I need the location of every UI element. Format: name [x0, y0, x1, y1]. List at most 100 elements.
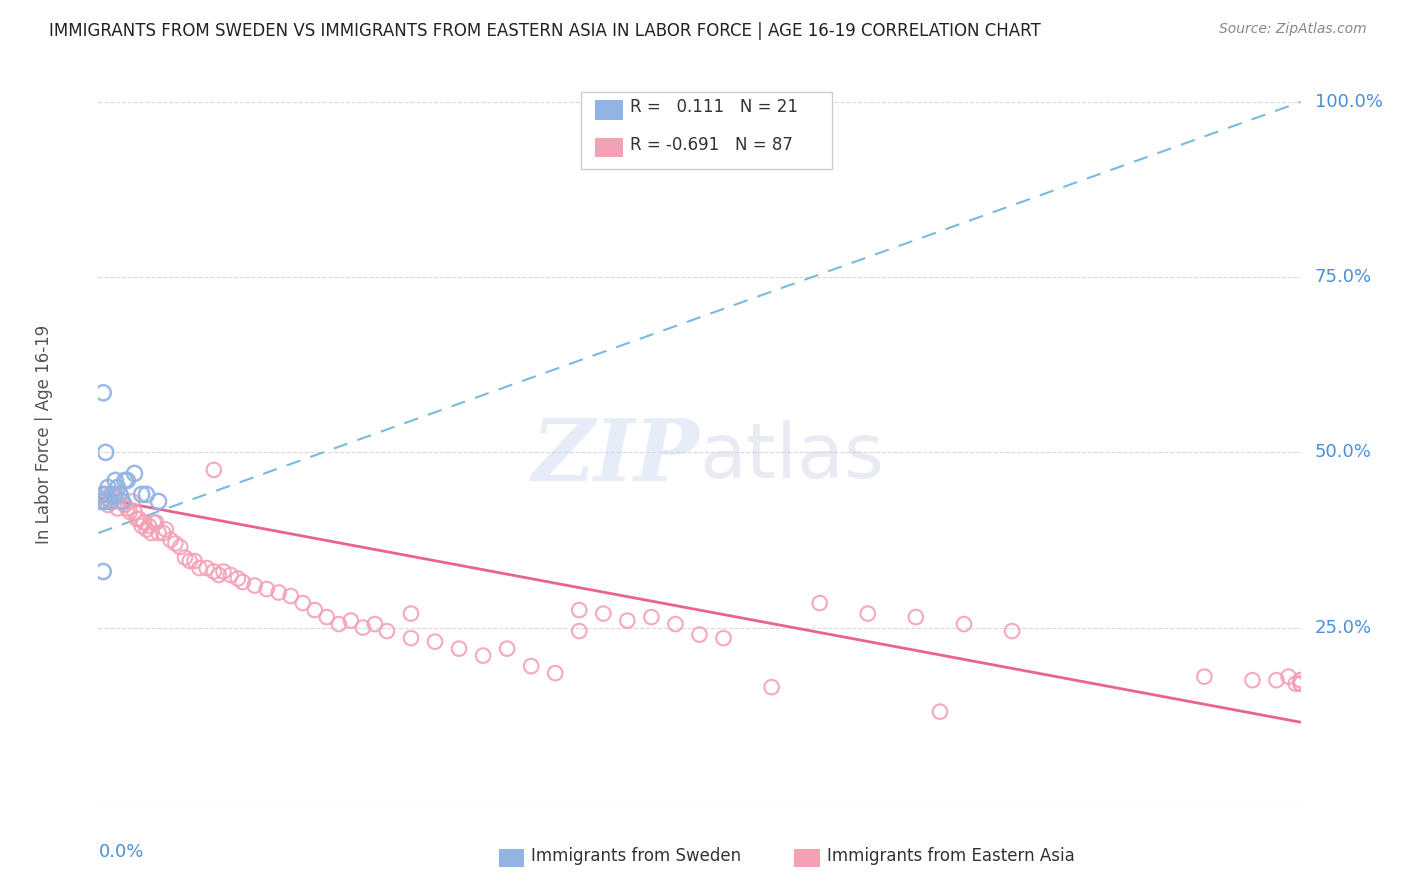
Point — [132, 516, 155, 530]
Point — [226, 572, 249, 586]
Text: ZIP: ZIP — [531, 415, 699, 499]
Point — [114, 498, 136, 512]
Point — [232, 575, 254, 590]
Point — [640, 610, 662, 624]
Point — [100, 487, 122, 501]
Point — [399, 607, 422, 621]
Point — [291, 596, 314, 610]
Point — [94, 487, 117, 501]
Point — [101, 487, 124, 501]
Point — [195, 561, 218, 575]
Point — [544, 666, 567, 681]
Text: 75.0%: 75.0% — [1315, 268, 1372, 286]
Point — [104, 474, 127, 488]
Point — [108, 487, 131, 501]
Point — [713, 631, 735, 645]
Point — [94, 491, 117, 505]
Point — [118, 505, 141, 519]
Point — [155, 523, 177, 537]
Point — [97, 498, 120, 512]
Point — [1289, 676, 1312, 690]
Text: 0.0%: 0.0% — [98, 843, 143, 862]
Point — [111, 494, 134, 508]
Point — [243, 578, 266, 592]
Point — [128, 512, 150, 526]
Point — [100, 494, 122, 508]
Point — [520, 659, 543, 673]
Point — [94, 445, 117, 459]
Point — [124, 505, 146, 519]
Point — [138, 519, 160, 533]
Text: Immigrants from Eastern Asia: Immigrants from Eastern Asia — [827, 847, 1074, 865]
Point — [212, 565, 235, 579]
Point — [141, 526, 163, 541]
Point — [121, 494, 143, 508]
Text: atlas: atlas — [699, 420, 884, 494]
Point — [616, 614, 638, 628]
Text: Source: ZipAtlas.com: Source: ZipAtlas.com — [1219, 22, 1367, 37]
Point — [125, 512, 148, 526]
Point — [174, 550, 197, 565]
Point — [592, 607, 614, 621]
Point — [117, 501, 139, 516]
Point — [202, 463, 225, 477]
Point — [1289, 673, 1312, 688]
Point — [423, 634, 446, 648]
Point — [928, 705, 950, 719]
Point — [1001, 624, 1024, 639]
Point — [1289, 673, 1312, 688]
Point — [104, 491, 127, 505]
Point — [375, 624, 398, 639]
Point — [496, 641, 519, 656]
Point — [568, 603, 591, 617]
Point — [1289, 676, 1312, 690]
Point — [364, 617, 387, 632]
Point — [91, 565, 114, 579]
Point — [97, 480, 120, 494]
Point — [108, 487, 131, 501]
Point — [169, 540, 191, 554]
Text: Immigrants from Sweden: Immigrants from Sweden — [531, 847, 741, 865]
Point — [1194, 670, 1216, 684]
Point — [104, 487, 127, 501]
Point — [399, 631, 422, 645]
Point — [131, 519, 153, 533]
Point — [808, 596, 831, 610]
Point — [267, 585, 290, 599]
Text: 25.0%: 25.0% — [1315, 618, 1372, 637]
Point — [107, 494, 129, 508]
Point — [188, 561, 211, 575]
Point — [472, 648, 495, 663]
Point — [1265, 673, 1288, 688]
Point — [101, 491, 124, 505]
Point — [91, 487, 114, 501]
Point — [142, 516, 165, 530]
Point — [131, 487, 153, 501]
Point — [91, 385, 114, 400]
Point — [107, 480, 129, 494]
Point — [94, 494, 117, 508]
Point — [280, 589, 302, 603]
Point — [117, 474, 139, 488]
Point — [152, 526, 174, 541]
Point — [165, 536, 187, 550]
Point — [304, 603, 326, 617]
Point — [1241, 673, 1264, 688]
Point — [183, 554, 205, 568]
Point — [1277, 670, 1299, 684]
Text: In Labor Force | Age 16-19: In Labor Force | Age 16-19 — [35, 326, 53, 544]
Point — [179, 554, 201, 568]
Text: 50.0%: 50.0% — [1315, 443, 1372, 461]
Point — [953, 617, 976, 632]
Point — [135, 487, 157, 501]
Point — [352, 621, 374, 635]
Point — [124, 467, 146, 481]
Point — [1285, 676, 1308, 690]
Point — [208, 568, 231, 582]
Point — [904, 610, 927, 624]
Point — [219, 568, 242, 582]
Point — [340, 614, 363, 628]
Point — [688, 627, 710, 641]
Point — [315, 610, 337, 624]
Point — [114, 474, 136, 488]
